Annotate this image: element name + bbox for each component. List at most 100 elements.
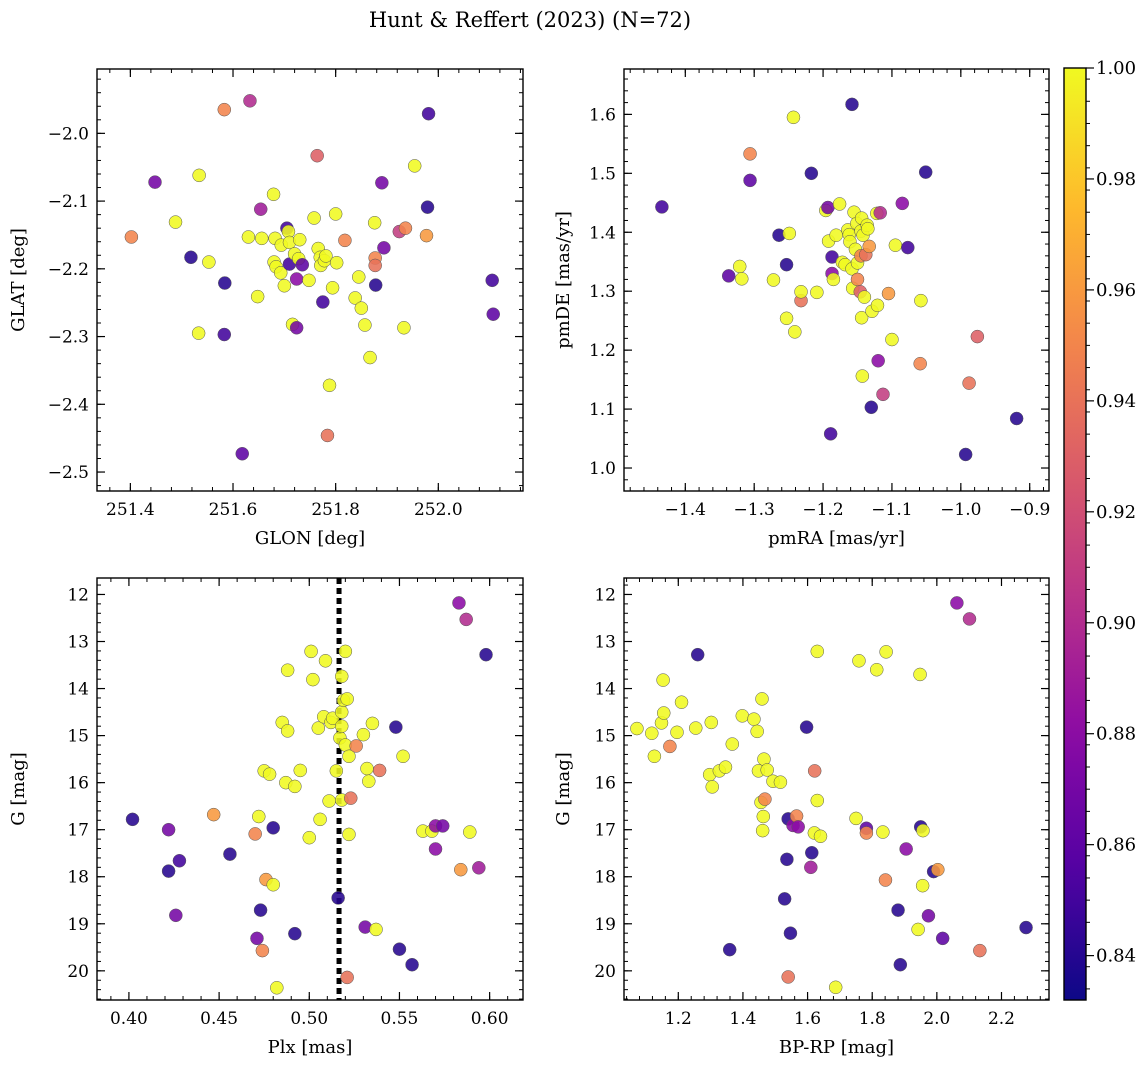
data-point <box>485 273 499 288</box>
data-point <box>344 791 358 805</box>
data-point <box>358 318 372 332</box>
data-point <box>791 820 805 834</box>
data-point <box>250 289 265 304</box>
x-tick-label: −1.4 <box>665 500 706 520</box>
y-tick-label: 20 <box>594 962 616 982</box>
data-point <box>823 427 838 441</box>
data-point <box>273 266 288 280</box>
data-point <box>125 812 140 827</box>
data-point <box>718 760 733 774</box>
data-point <box>813 829 828 844</box>
x-tick-label: 1.8 <box>859 1009 886 1029</box>
y-tick-label: 12 <box>67 585 89 605</box>
x-tick-label: 251.4 <box>106 500 155 520</box>
data-point <box>313 812 327 827</box>
data-point <box>392 942 407 956</box>
data-point <box>368 258 382 273</box>
data-point <box>322 378 337 393</box>
data-point <box>334 669 349 684</box>
data-point <box>253 202 268 216</box>
data-point <box>322 794 336 808</box>
data-point <box>340 970 354 985</box>
data-point <box>302 273 316 288</box>
data-point <box>397 321 411 335</box>
data-point <box>647 749 662 764</box>
data-point <box>845 97 859 112</box>
data-point <box>266 187 281 202</box>
y-tick-label: 1.2 <box>589 341 616 361</box>
data-point <box>962 376 976 390</box>
data-point <box>828 980 843 995</box>
data-point <box>369 922 383 937</box>
data-point <box>722 942 737 957</box>
y-tick-label: 13 <box>594 633 616 653</box>
data-point <box>421 106 436 121</box>
data-point <box>459 612 473 627</box>
colorbar-tick-label: 0.92 <box>1096 502 1136 523</box>
data-point <box>826 272 841 287</box>
data-point <box>348 291 362 305</box>
data-point <box>217 102 232 117</box>
data-point <box>688 721 703 735</box>
data-point <box>243 94 257 108</box>
data-point <box>288 779 302 794</box>
data-point <box>329 255 344 270</box>
colorbar-tick-label: 0.90 <box>1096 613 1136 634</box>
data-point <box>656 673 670 687</box>
data-point <box>354 301 369 315</box>
data-point <box>389 720 403 734</box>
data-point <box>1009 411 1024 426</box>
data-point <box>318 654 333 668</box>
x-tick-label: 2.2 <box>988 1009 1015 1029</box>
data-point <box>878 873 893 887</box>
data-point <box>428 842 443 856</box>
data-point <box>161 864 176 878</box>
data-point <box>645 726 659 741</box>
data-point <box>277 279 292 293</box>
y-axis-label: G [mag] <box>8 752 29 825</box>
data-point <box>852 654 866 668</box>
data-point <box>888 238 903 252</box>
y-tick-label: 17 <box>594 821 616 841</box>
data-point <box>704 715 719 730</box>
data-point <box>316 295 330 309</box>
data-point <box>342 827 356 842</box>
data-point <box>452 596 466 610</box>
x-axis-label: GLON [deg] <box>255 528 365 549</box>
colorbar-tick-label: 0.86 <box>1096 835 1136 856</box>
data-point <box>781 970 795 984</box>
data-point <box>338 644 353 659</box>
data-point <box>148 175 162 189</box>
data-point <box>832 197 847 211</box>
data-point <box>885 332 899 347</box>
data-point <box>349 739 363 753</box>
data-point <box>855 369 870 383</box>
data-point <box>172 853 187 868</box>
data-point <box>266 877 280 892</box>
data-point <box>266 821 280 835</box>
data-point <box>821 200 835 215</box>
colorbar-tick-label: 0.98 <box>1096 169 1136 190</box>
data-point <box>310 148 324 163</box>
data-point <box>311 721 326 735</box>
colorbar-tick-label: 0.96 <box>1096 280 1136 301</box>
data-point <box>859 826 874 840</box>
data-point <box>255 943 270 958</box>
data-point <box>915 878 930 893</box>
x-tick-label: −1.2 <box>802 500 843 520</box>
data-point <box>773 775 788 789</box>
y-tick-label: 18 <box>594 868 616 888</box>
data-point <box>743 173 757 188</box>
data-point <box>375 176 389 190</box>
data-point <box>755 823 770 838</box>
data-point <box>782 226 797 241</box>
x-axis-label: pmRA [mas/yr] <box>768 528 905 549</box>
y-tick-label: −2.4 <box>48 395 89 415</box>
data-point <box>241 230 256 244</box>
data-point <box>850 272 865 287</box>
data-point <box>288 926 302 941</box>
data-point <box>319 249 333 263</box>
y-tick-label: 1.3 <box>589 282 616 302</box>
data-point <box>804 166 819 181</box>
data-point <box>472 861 486 875</box>
